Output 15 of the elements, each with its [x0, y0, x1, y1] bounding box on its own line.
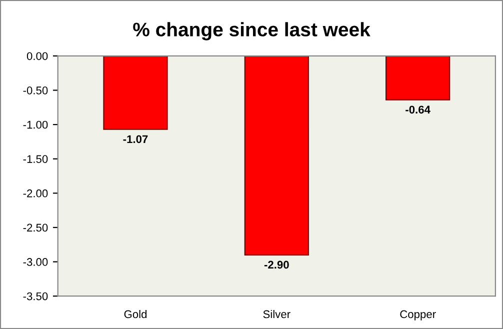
chart-title: % change since last week [133, 22, 370, 40]
x-tick-label: Silver [263, 310, 290, 318]
y-tick-label: -0.50 [23, 86, 48, 94]
x-tick-label: Copper [400, 310, 436, 320]
y-tick-label: -2.50 [23, 224, 48, 232]
y-tick-label: -3.00 [23, 258, 48, 266]
y-tick-label: -2.00 [23, 189, 48, 198]
data-label: -2.90 [264, 260, 289, 269]
x-tick-label: Gold [124, 310, 147, 318]
data-label: -0.64 [406, 106, 430, 114]
y-tick-label: -3.50 [23, 292, 48, 300]
data-label: -1.07 [123, 135, 148, 144]
y-tick-label: -1.00 [23, 120, 48, 129]
y-tick-label: 0.00 [26, 52, 48, 60]
y-tick-label: -1.50 [23, 155, 48, 163]
